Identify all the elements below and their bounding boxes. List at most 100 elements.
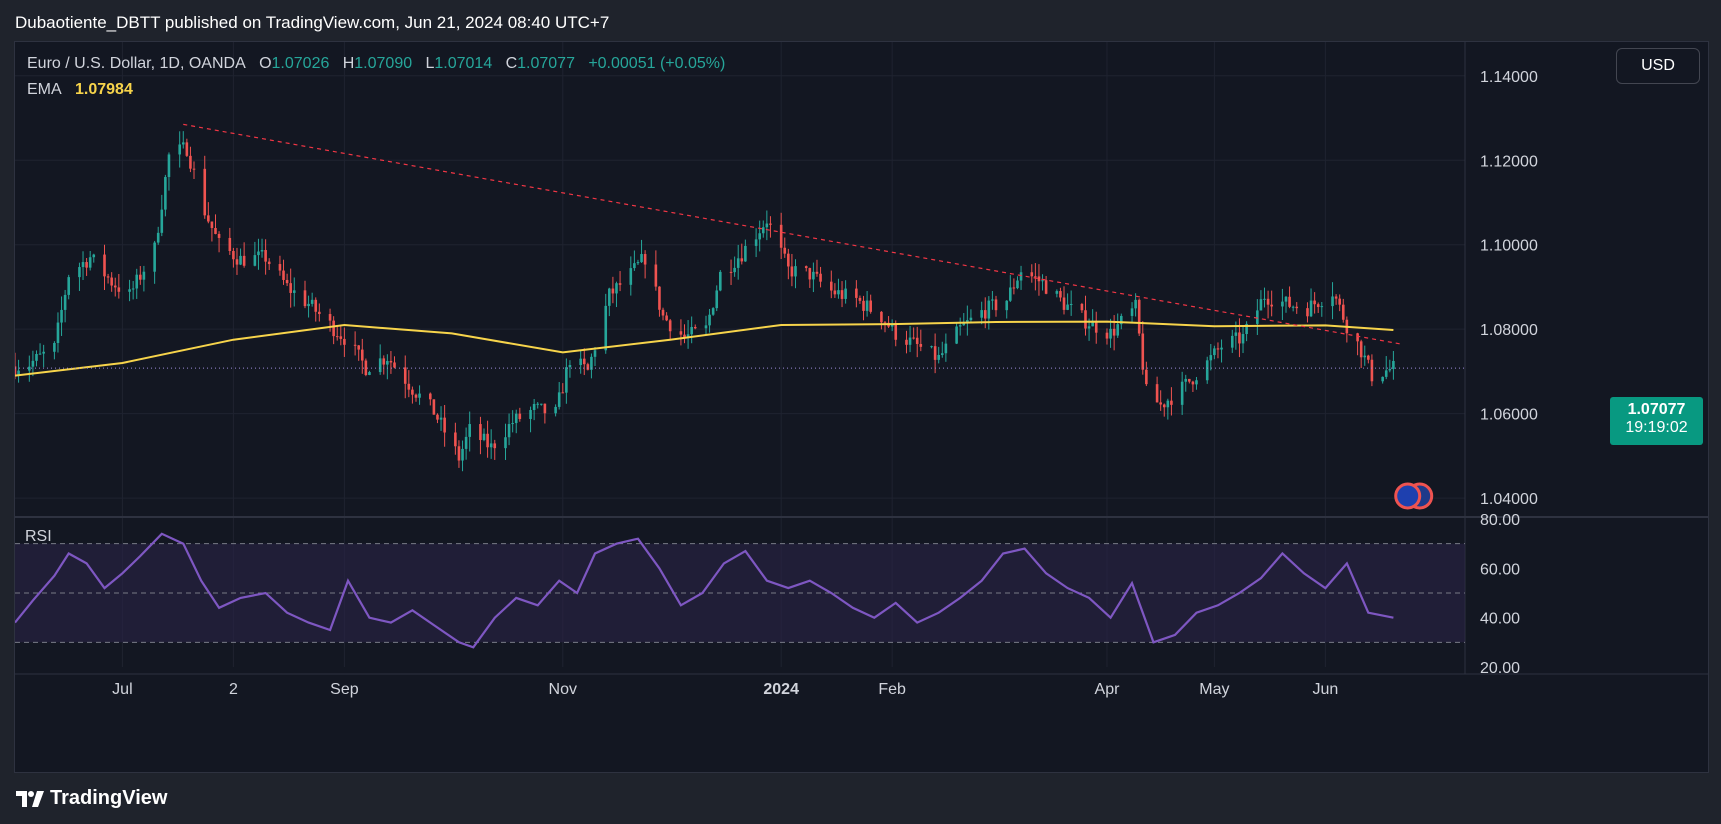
candle-body — [758, 233, 761, 240]
candle-body — [403, 367, 407, 384]
candle-body — [1266, 298, 1270, 305]
candle-body — [604, 305, 608, 351]
candle-body — [232, 251, 235, 260]
candle-body — [837, 290, 840, 295]
candle-body — [704, 325, 708, 329]
candle-body — [983, 310, 987, 319]
candle-body — [686, 334, 690, 338]
candle-body — [328, 314, 332, 321]
candle-body — [156, 232, 160, 243]
rsi-pane-title: RSI — [25, 528, 52, 545]
candle-body — [815, 271, 819, 274]
time-axis-tick: Jun — [1312, 681, 1338, 698]
candle-body — [880, 311, 883, 323]
candle-body — [56, 322, 60, 343]
candle-body — [804, 266, 808, 269]
tradingview-logo[interactable]: TradingView — [16, 787, 167, 810]
candle-body — [81, 262, 85, 268]
candle-body — [1005, 300, 1009, 311]
candle-body — [38, 353, 42, 355]
candle-body — [1381, 376, 1384, 382]
candle-body — [661, 309, 665, 316]
candle-body — [253, 255, 257, 266]
candle-body — [733, 267, 736, 273]
candle-body — [933, 346, 937, 360]
time-axis-tick: Nov — [549, 681, 577, 698]
candle-body — [1238, 332, 1241, 344]
candle-body — [1116, 324, 1120, 336]
candle-body — [529, 410, 532, 419]
symbol-label[interactable]: Euro / U.S. Dollar, 1D, OANDA — [27, 55, 246, 72]
candle-body — [1162, 404, 1166, 408]
candle-body — [468, 424, 471, 437]
candle-body — [930, 346, 933, 348]
candle-body — [436, 414, 439, 420]
candle-body — [461, 448, 464, 461]
rsi-line — [15, 532, 1394, 649]
candle-body — [42, 351, 45, 354]
candle-body — [343, 338, 346, 345]
candle-body — [858, 297, 862, 301]
candle-body — [153, 242, 156, 272]
candle-body — [285, 279, 289, 284]
candle-body — [958, 325, 962, 327]
chart-frame[interactable]: 1.14000 1.12000 1.10000 1.08000 1.06000 1.040… — [14, 41, 1709, 773]
candle-body — [393, 362, 396, 368]
candle-body — [335, 336, 339, 338]
tradingview-logo-icon — [16, 790, 44, 807]
candle-body — [1080, 303, 1084, 311]
candle-body — [543, 403, 547, 414]
candle-body — [1155, 384, 1159, 403]
ema-value: 1.07984 — [75, 81, 133, 98]
candle-body — [486, 433, 489, 448]
candle-body — [1141, 333, 1145, 370]
candle-body — [711, 308, 715, 315]
candle-body — [532, 403, 536, 411]
candle-body — [1306, 308, 1309, 317]
price-axis-tick: 1.06000 — [1480, 407, 1538, 424]
chart-canvas[interactable]: 1.14000 1.12000 1.10000 1.08000 1.06000 1.040… — [15, 42, 1708, 772]
candle-body — [969, 317, 973, 321]
candle-body — [257, 251, 260, 256]
change-value: +0.00051 (+0.05%) — [588, 55, 726, 72]
price-axis-tick: 1.08000 — [1480, 322, 1538, 339]
candle-body — [1055, 291, 1059, 294]
candle-body — [1109, 328, 1112, 339]
candle-body — [1037, 276, 1041, 282]
candle-body — [389, 360, 393, 363]
publisher-header: Dubaotiente_DBTT published on TradingVie… — [0, 0, 1721, 42]
ema-label[interactable]: EMA — [27, 81, 62, 98]
candle-body — [940, 353, 944, 355]
candle-body — [665, 315, 668, 321]
candle-body — [779, 224, 783, 248]
close-value: 1.07077 — [517, 55, 575, 72]
candle-body — [386, 360, 389, 365]
candle-body — [1356, 333, 1359, 342]
candle-body — [103, 254, 106, 277]
candle-body — [536, 403, 540, 405]
candle-body — [1130, 308, 1134, 316]
candle-body — [1205, 360, 1209, 381]
candle-body — [582, 358, 586, 365]
candle-body — [139, 274, 142, 280]
candle-body — [865, 300, 869, 311]
candle-body — [282, 270, 285, 280]
candle-body — [1044, 280, 1048, 294]
candle-body — [235, 259, 239, 265]
candle-body — [1091, 320, 1094, 327]
candle-body — [1309, 300, 1313, 317]
candle-body — [1270, 304, 1273, 307]
candle-body — [754, 239, 758, 246]
candle-body — [1295, 306, 1299, 309]
candle-body — [1367, 355, 1370, 360]
candle-body — [579, 358, 582, 366]
currency-button[interactable]: USD — [1616, 48, 1700, 84]
candle-body — [278, 264, 282, 271]
candle-body — [85, 262, 88, 268]
candle-body — [167, 154, 171, 178]
candle-body — [1216, 348, 1220, 350]
last-price-badge: 1.07077 19:19:02 — [1610, 397, 1703, 445]
candle-body — [1341, 304, 1345, 320]
candle-body — [658, 286, 661, 310]
candle-body — [629, 268, 633, 285]
